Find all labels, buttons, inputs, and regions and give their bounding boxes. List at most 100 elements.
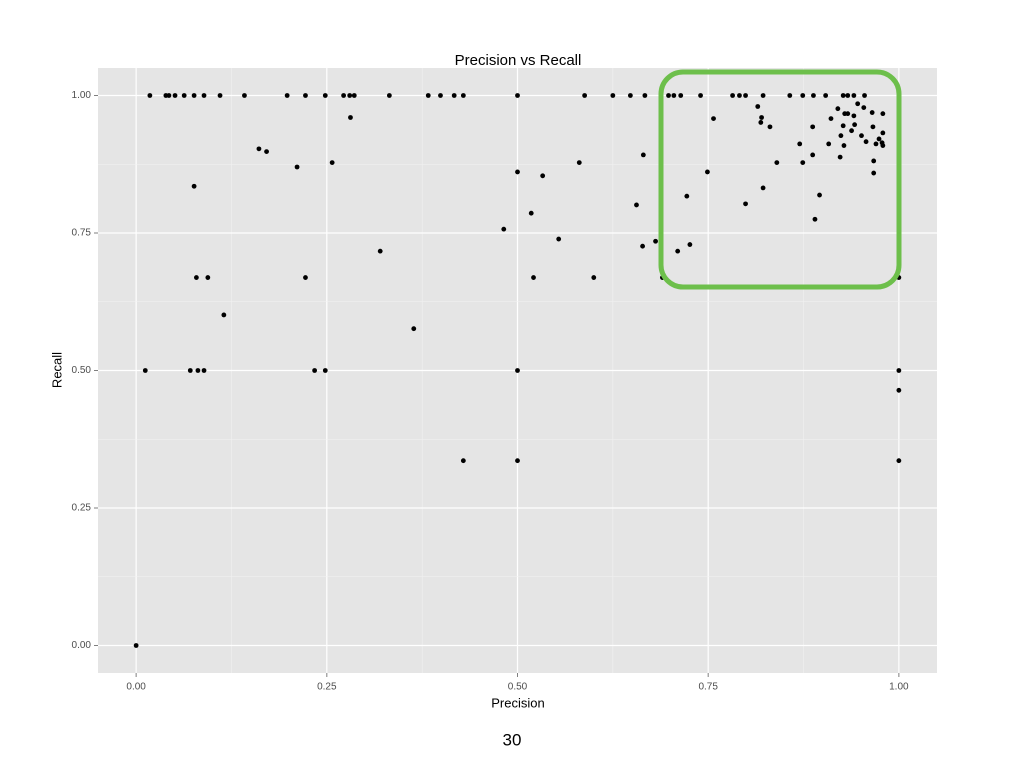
point: [880, 143, 886, 148]
point: [205, 275, 211, 280]
point: [610, 93, 616, 98]
point: [540, 173, 546, 179]
y-tick-label: 0.25: [72, 503, 92, 514]
point: [705, 169, 710, 175]
x-tick-label: 0.25: [317, 682, 337, 693]
point: [760, 185, 766, 191]
point: [851, 93, 857, 98]
point: [627, 93, 633, 98]
point: [849, 128, 854, 134]
point: [515, 93, 520, 98]
point: [515, 458, 520, 464]
point: [896, 458, 902, 464]
point: [797, 141, 803, 147]
point: [800, 160, 806, 166]
y-tick-label: 1.00: [72, 90, 92, 101]
point: [845, 93, 851, 98]
point: [264, 149, 269, 155]
point: [640, 243, 645, 249]
point: [147, 93, 153, 98]
point: [576, 160, 582, 166]
point: [347, 93, 353, 98]
point: [862, 93, 867, 98]
point: [166, 93, 172, 98]
point: [687, 242, 693, 247]
point: [303, 93, 308, 98]
point: [515, 169, 520, 175]
points: [133, 93, 902, 648]
point: [303, 275, 308, 280]
point: [172, 93, 178, 98]
point: [861, 105, 867, 110]
x-tick-label: 0.50: [508, 682, 528, 693]
point: [817, 192, 822, 198]
point: [242, 93, 247, 98]
point: [678, 93, 684, 98]
point: [837, 154, 843, 160]
point: [322, 368, 328, 373]
point: [737, 93, 742, 98]
point: [880, 130, 886, 136]
point: [759, 115, 764, 120]
point: [810, 152, 816, 158]
point: [684, 193, 690, 199]
point: [760, 93, 766, 98]
point: [653, 238, 658, 244]
point: [640, 152, 646, 158]
point: [811, 93, 816, 98]
point: [869, 110, 875, 115]
point: [284, 93, 290, 98]
point: [810, 124, 816, 130]
point: [195, 368, 201, 373]
point: [582, 93, 588, 98]
point: [755, 104, 761, 109]
point: [351, 93, 357, 98]
y-tick-label: 0.75: [72, 228, 92, 239]
x-tick-label: 0.00: [126, 682, 146, 693]
point: [838, 133, 844, 139]
point: [451, 93, 457, 98]
point: [642, 93, 648, 98]
x-tick-label: 0.75: [698, 682, 718, 693]
point: [256, 146, 262, 152]
point: [556, 236, 562, 242]
point: [840, 123, 846, 129]
point: [873, 141, 879, 147]
point: [181, 93, 187, 98]
point: [863, 139, 869, 145]
point: [329, 160, 335, 166]
point: [531, 275, 536, 280]
y-tick-label: 0.50: [72, 365, 92, 376]
point: [767, 124, 773, 130]
point: [871, 158, 877, 164]
point: [845, 111, 851, 117]
point: [841, 143, 847, 148]
point: [133, 643, 139, 648]
point: [142, 368, 148, 373]
point: [191, 93, 197, 98]
point: [826, 141, 832, 147]
point: [730, 93, 735, 98]
point: [675, 248, 681, 254]
point: [341, 93, 346, 98]
point: [828, 116, 834, 121]
point: [774, 160, 780, 166]
point: [191, 183, 197, 189]
point: [591, 275, 597, 280]
point: [711, 116, 716, 121]
point: [896, 368, 902, 373]
point: [193, 275, 199, 280]
point: [666, 93, 671, 98]
chart-title: Precision vs Recall: [455, 52, 582, 69]
point: [787, 93, 793, 98]
point: [758, 120, 764, 125]
point: [835, 106, 841, 112]
point: [217, 93, 223, 98]
point: [425, 93, 431, 98]
point: [312, 368, 318, 373]
point: [460, 458, 466, 464]
point: [823, 93, 829, 98]
point: [671, 93, 677, 98]
point: [840, 93, 846, 98]
